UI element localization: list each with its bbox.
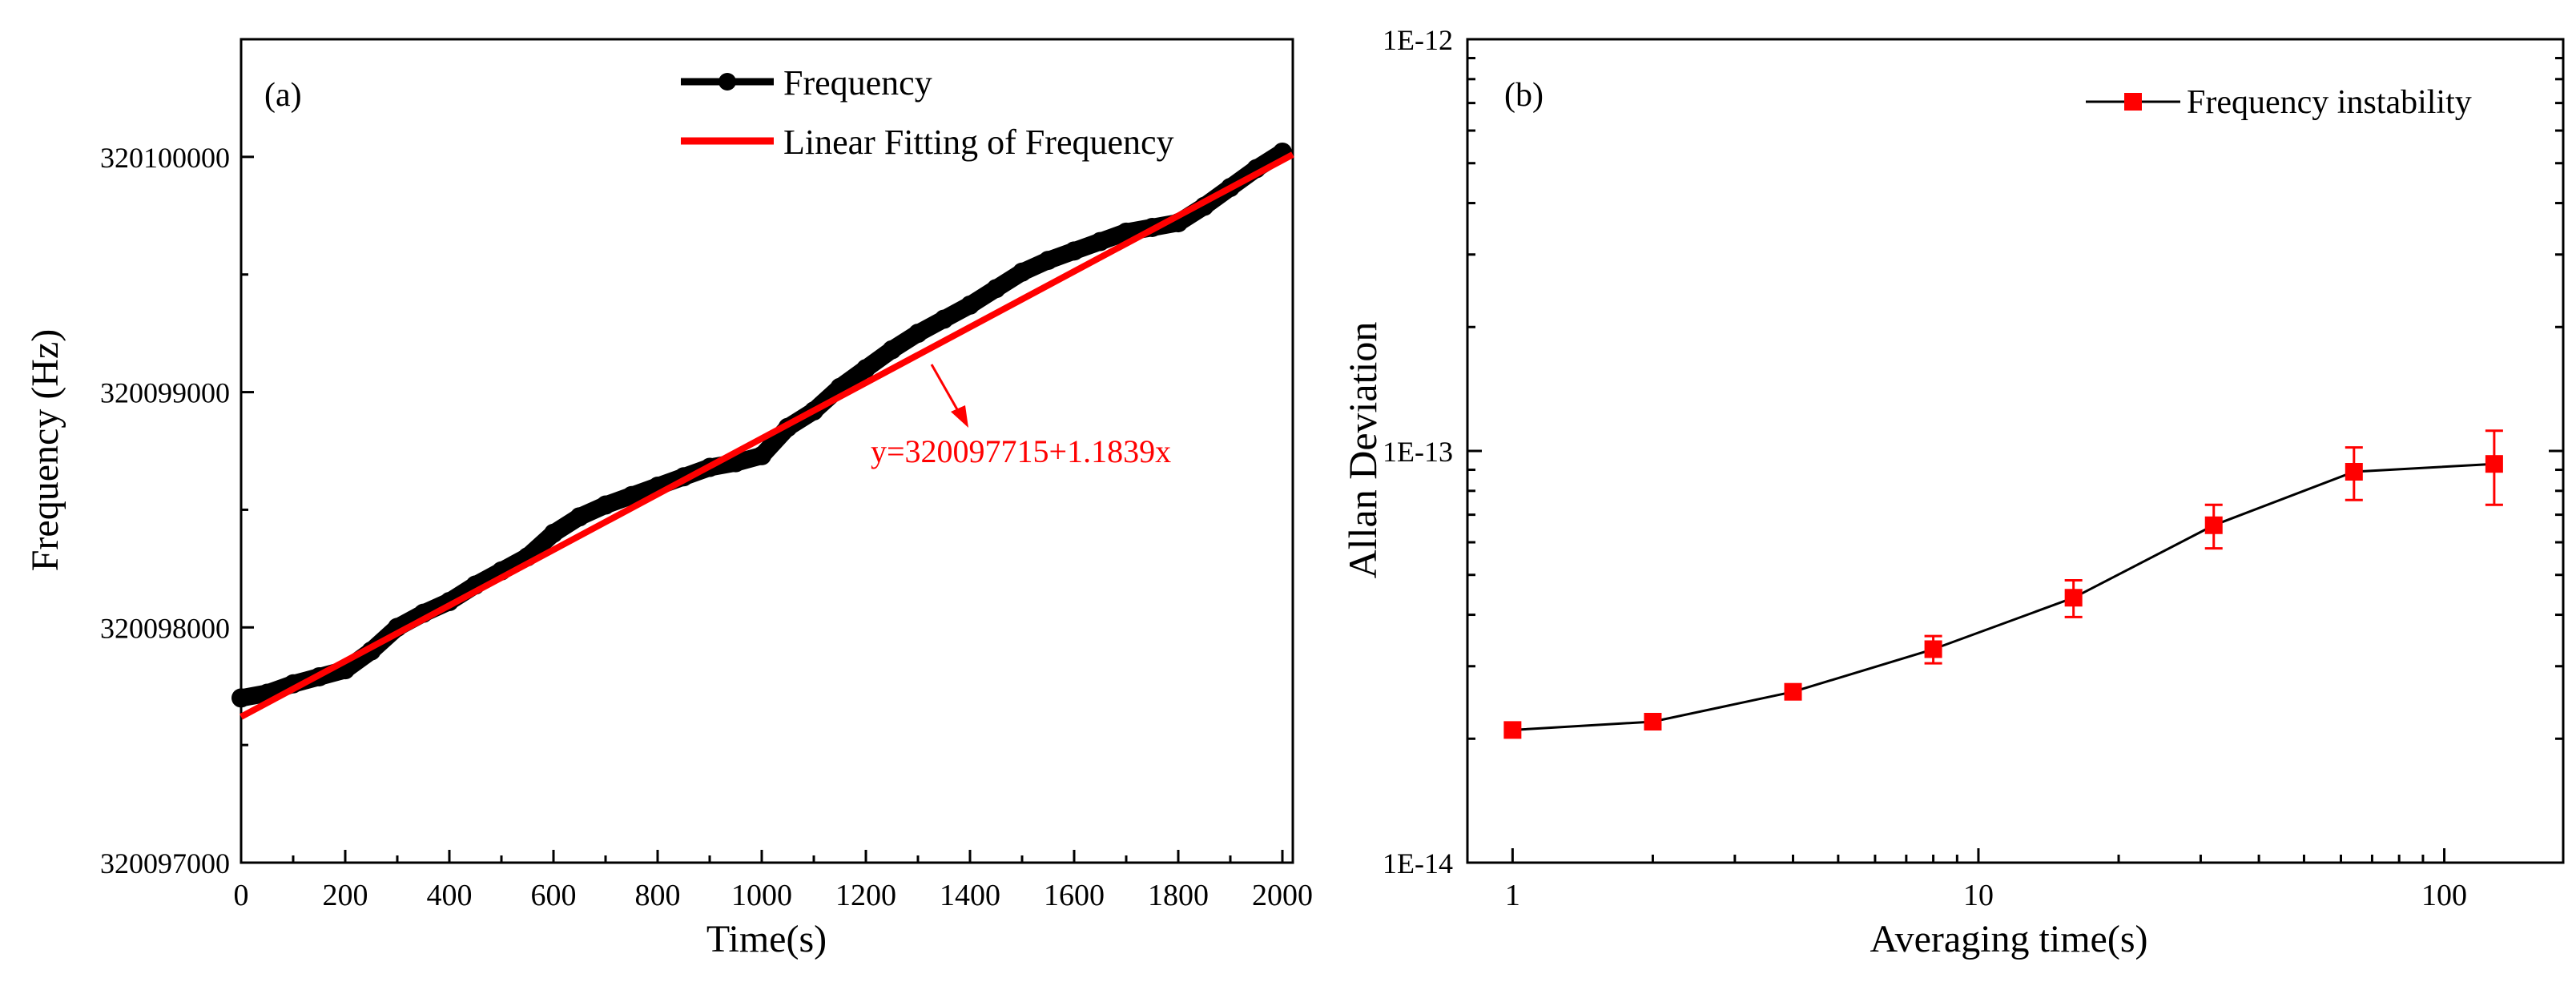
instability-point: [2485, 455, 2503, 473]
panel-b-x-tick-labels: 1 10 100: [1505, 879, 2467, 912]
panel-a-y-axis-title: Frequency (Hz): [24, 329, 66, 572]
y-tick-label: 320100000: [100, 142, 230, 174]
x-tick-label: 1800: [1148, 879, 1209, 912]
panel-a: 0 200 400 600 800 1000 1200 1400 1600 1800 2000 32…: [24, 38, 1314, 960]
x-tick-label: 1200: [835, 879, 896, 912]
y-tick-label: 320097000: [100, 847, 230, 879]
x-tick-label: 2000: [1252, 879, 1313, 912]
frequency-point: [960, 295, 980, 315]
x-tick-label: 0: [234, 879, 249, 912]
x-tick-label: 10: [1963, 879, 1994, 912]
x-tick-label: 400: [427, 879, 473, 912]
frequency-point: [1012, 262, 1032, 282]
panel-b-y-axis-title: Allan Deviation: [1340, 322, 1385, 579]
frequency-point: [908, 324, 928, 344]
instability-point: [2204, 516, 2223, 534]
panel-b-ticks: [1467, 38, 2563, 864]
x-tick-label: 200: [323, 879, 368, 912]
panel-a-y-tick-labels: 320097000 320098000 320099000 320100000: [100, 142, 230, 879]
linear-fit-line: [239, 151, 1294, 720]
instability-point: [1924, 640, 1942, 658]
legend-instability-marker: [2124, 93, 2142, 111]
frequency-point: [231, 688, 251, 708]
fit-annotation-arrow-shaft: [930, 364, 963, 417]
frequency-point: [544, 523, 563, 543]
panel-b-plot-frame: [1466, 38, 2565, 864]
instability-point: [1784, 682, 1802, 701]
x-tick-label: 100: [2421, 879, 2467, 912]
frequency-point: [882, 340, 902, 360]
panel-b-label: (b): [1504, 77, 1544, 114]
frequency-point: [622, 485, 642, 505]
panel-a-legend: Frequency Linear Fitting of Frequency: [681, 63, 1174, 162]
panel-b-x-axis-title: Averaging time(s): [1870, 918, 2148, 960]
instability-series-line: [1512, 462, 2494, 731]
frequency-point: [1038, 251, 1058, 271]
instability-point: [1644, 712, 1662, 730]
instability-point: [2064, 589, 2083, 607]
panel-b: 1 10 100 1E-14 1E-13 1E-12 (b) Averaging tim…: [1340, 24, 2565, 960]
legend-instability-label: Frequency instability: [2187, 84, 2472, 121]
panel-a-series: [231, 142, 1294, 720]
panel-b-y-tick-labels: 1E-14 1E-13 1E-12: [1383, 24, 1453, 879]
frequency-point: [570, 507, 590, 527]
x-tick-label: 1000: [731, 879, 792, 912]
x-tick-label: 1600: [1044, 879, 1105, 912]
x-tick-label: 800: [635, 879, 681, 912]
frequency-point: [856, 359, 875, 379]
panel-b-series: [1503, 429, 2503, 739]
fit-annotation: y=320097715+1.1839x: [871, 364, 1171, 469]
fit-annotation-arrow-head: [951, 405, 968, 428]
instability-point: [2345, 463, 2363, 481]
frequency-point: [1065, 241, 1084, 261]
frequency-point: [752, 445, 771, 465]
panel-b-legend: Frequency instability: [2086, 84, 2472, 121]
y-tick-label: 1E-13: [1383, 436, 1453, 468]
frequency-point: [1117, 222, 1136, 242]
y-tick-label: 320098000: [100, 612, 230, 644]
fit-equation-label: y=320097715+1.1839x: [871, 433, 1171, 469]
panel-a-plot-frame: [239, 38, 1294, 864]
panel-a-ticks: [239, 155, 1284, 864]
panel-a-x-axis-title: Time(s): [706, 918, 827, 960]
legend-fit-label: Linear Fitting of Frequency: [783, 123, 1174, 162]
instability-point: [1503, 721, 1522, 739]
frequency-point: [1090, 231, 1110, 252]
panel-a-label: (a): [264, 77, 302, 114]
y-tick-label: 320099000: [100, 377, 230, 409]
panel-a-x-tick-labels: 0 200 400 600 800 1000 1200 1400 1600 1800 2000: [234, 879, 1314, 912]
frequency-point: [986, 279, 1006, 299]
x-tick-label: 1: [1505, 879, 1520, 912]
frequency-point: [596, 495, 615, 515]
x-tick-label: 600: [531, 879, 577, 912]
legend-frequency-label: Frequency: [783, 63, 932, 103]
y-tick-label: 1E-12: [1383, 24, 1453, 56]
frequency-point: [934, 309, 954, 329]
x-tick-label: 1400: [940, 879, 1000, 912]
y-tick-label: 1E-14: [1383, 847, 1453, 879]
legend-frequency-marker: [718, 73, 736, 91]
